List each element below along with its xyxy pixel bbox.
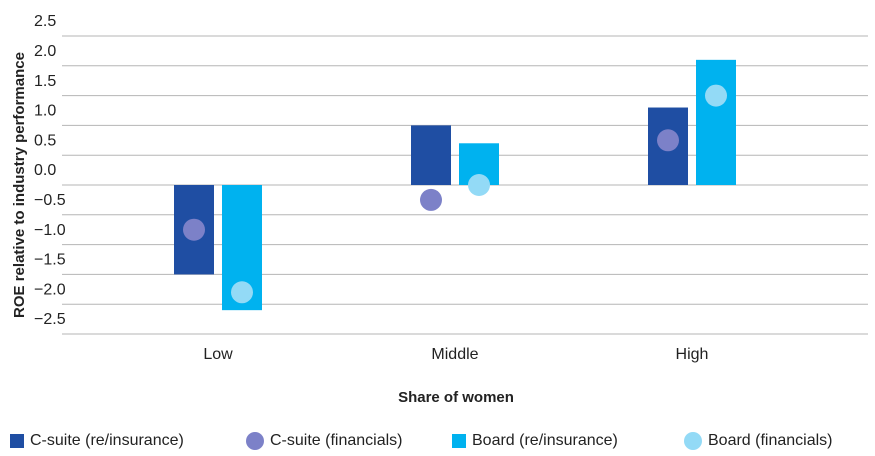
y-tick-label: −0.5: [34, 192, 66, 209]
dot: [420, 188, 442, 211]
legend-swatch: [452, 434, 466, 448]
x-tick-label: High: [676, 346, 709, 363]
dot: [705, 84, 727, 107]
dot: [231, 281, 253, 304]
legend-label: Board (financials): [708, 432, 833, 449]
legend-swatch: [684, 432, 702, 450]
legend-label: C-suite (financials): [270, 432, 402, 449]
legend-label: Board (re/insurance): [472, 432, 618, 449]
bar: [696, 59, 736, 186]
dot: [657, 129, 679, 152]
y-tick-label: 2.5: [34, 13, 56, 30]
y-tick-label: 0.5: [34, 132, 56, 149]
y-tick-label: −1.5: [34, 252, 66, 269]
y-axis-title: ROE relative to industry performance: [11, 52, 28, 318]
x-axis-title: Share of women: [398, 389, 514, 406]
y-tick-label: −1.0: [34, 222, 66, 239]
x-tick-label: Low: [203, 346, 233, 363]
legend-label: C-suite (re/insurance): [30, 432, 184, 449]
y-tick-label: 1.0: [34, 103, 56, 120]
y-tick-label: −2.5: [34, 311, 66, 328]
y-tick-label: −2.0: [34, 281, 66, 298]
dot: [183, 218, 205, 241]
dot: [468, 174, 490, 196]
x-tick-label: Middle: [431, 346, 478, 363]
y-tick-label: 2.0: [34, 43, 56, 60]
y-tick-label: 0.0: [34, 162, 56, 179]
bar: [411, 125, 451, 185]
legend-swatch: [10, 434, 24, 448]
legend-swatch: [246, 432, 264, 450]
y-tick-label: 1.5: [34, 73, 56, 90]
